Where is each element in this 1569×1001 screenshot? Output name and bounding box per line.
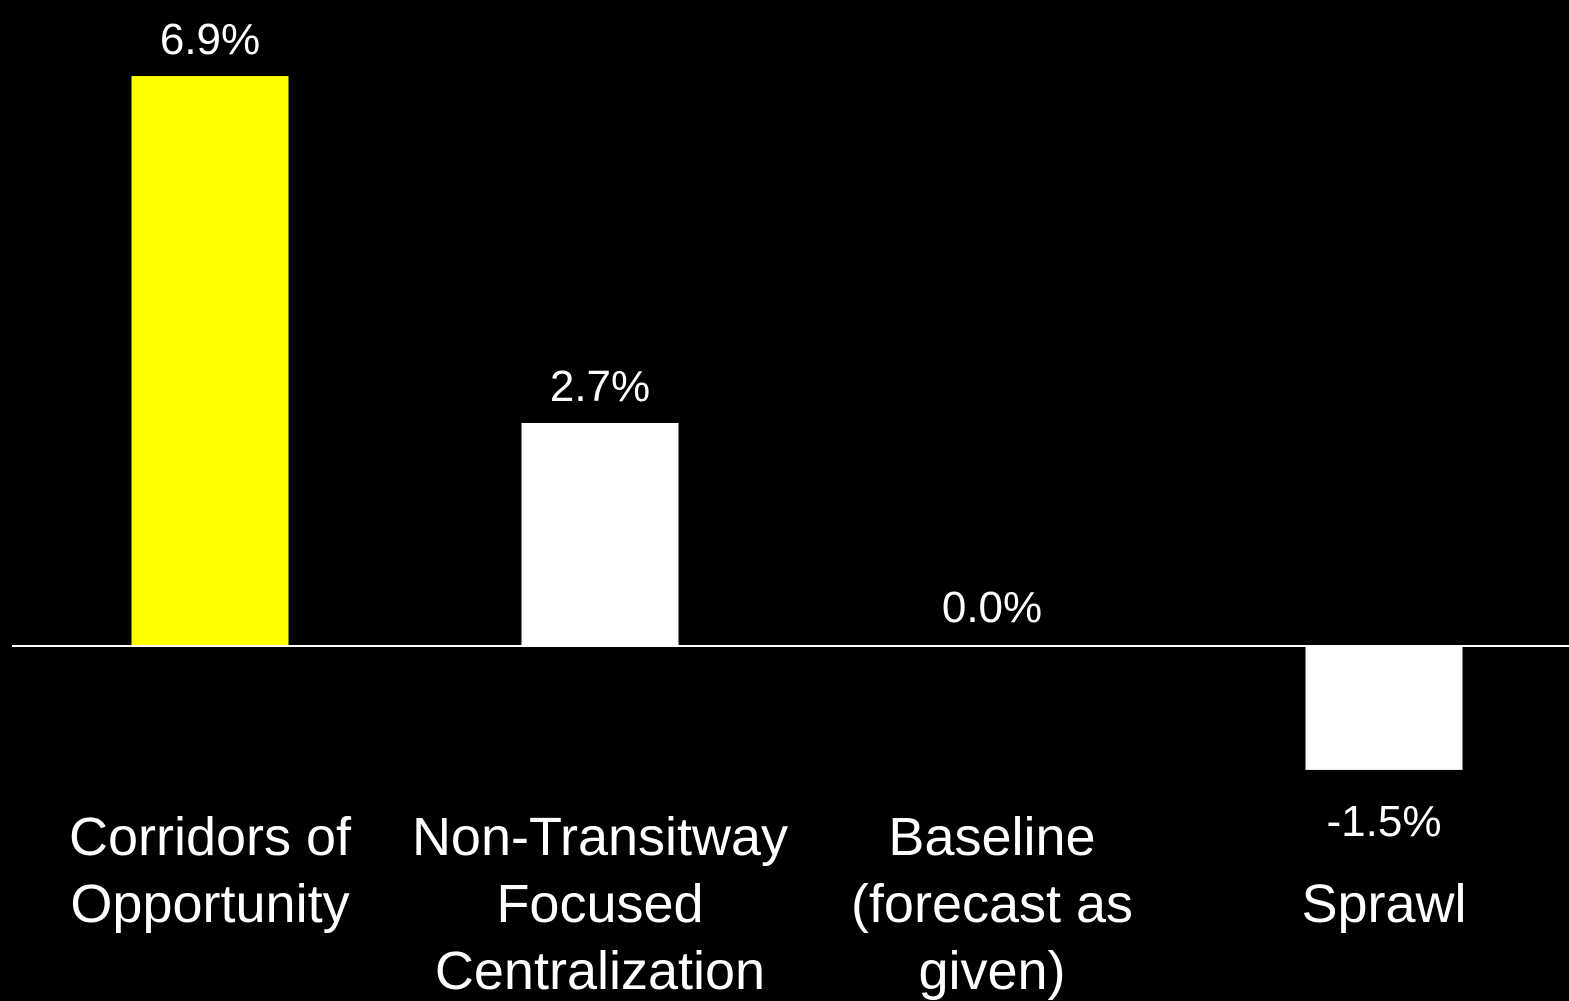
category-label-2-line-2: given) xyxy=(918,941,1065,1001)
bar-1 xyxy=(521,422,679,646)
bar-0 xyxy=(131,76,289,646)
category-label-1-line-0: Non-Transitway xyxy=(412,807,788,867)
bars-group xyxy=(131,76,1463,770)
category-label-3-line-0: Sprawl xyxy=(1301,874,1466,934)
category-label-1-line-2: Centralization xyxy=(435,941,765,1001)
value-labels-group: 6.9% 2.7% 0.0% -1.5% xyxy=(160,15,1442,846)
value-label-3: -1.5% xyxy=(1327,797,1442,846)
category-labels-group: Corridors of Opportunity Non-Transitway Foc… xyxy=(69,807,1467,1001)
category-label-0-line-1: Opportunity xyxy=(70,874,349,934)
bar-3 xyxy=(1305,646,1463,770)
value-label-0: 6.9% xyxy=(160,15,260,64)
value-label-1: 2.7% xyxy=(550,362,650,411)
category-label-0-line-0: Corridors of xyxy=(69,807,352,867)
category-label-2-line-1: (forecast as xyxy=(851,874,1133,934)
category-label-2-line-0: Baseline xyxy=(888,807,1095,867)
value-label-2: 0.0% xyxy=(942,583,1042,632)
category-label-1-line-1: Focused xyxy=(496,874,703,934)
